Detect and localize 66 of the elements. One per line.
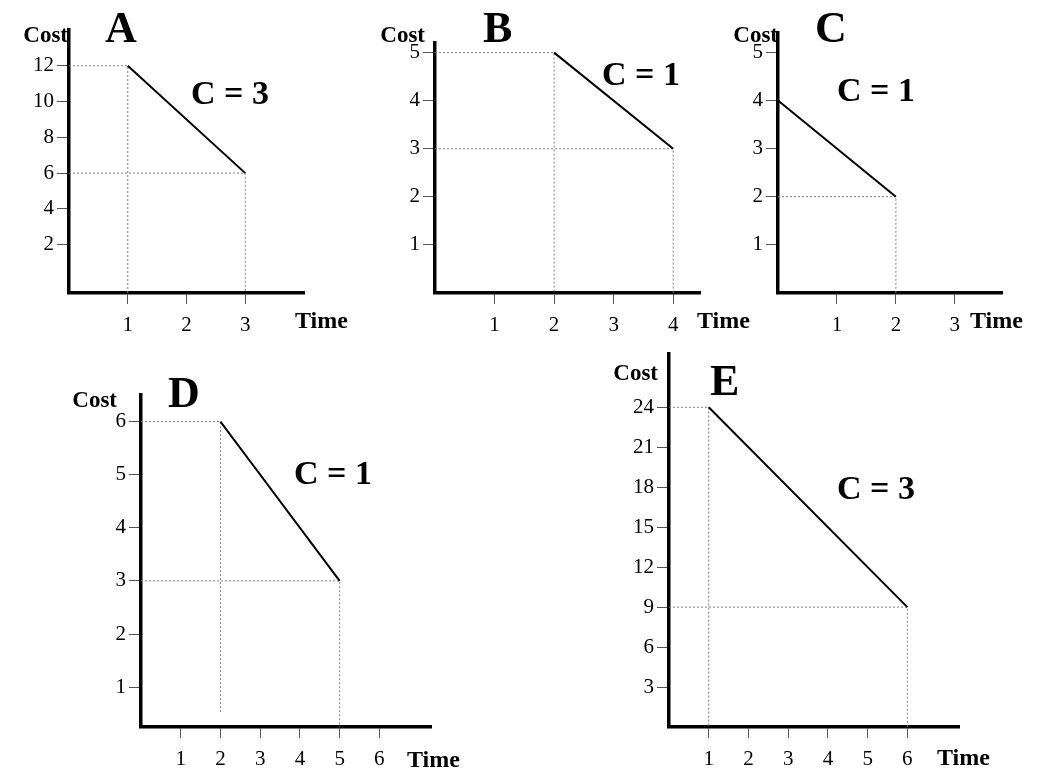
x-tick-label: 1 — [703, 746, 714, 771]
y-tick-label: 4 — [115, 514, 127, 539]
y-tick-label: 6 — [43, 159, 54, 184]
x-axis-title: Time — [407, 746, 461, 772]
y-tick-label: 4 — [409, 87, 421, 112]
y-tick-label: 6 — [115, 408, 126, 433]
chart-title: E — [710, 356, 740, 405]
y-tick-label: 2 — [115, 620, 126, 645]
y-tick-label: 2 — [752, 183, 763, 208]
annotation: C = 1 — [837, 70, 915, 108]
y-tick-label: 3 — [115, 567, 126, 592]
x-tick-label: 4 — [294, 746, 306, 771]
y-axis-title: Cost — [23, 22, 69, 47]
y-tick-label: 3 — [409, 135, 420, 160]
x-tick-label: 1 — [175, 746, 186, 771]
x-tick-label: 2 — [215, 746, 226, 771]
y-axis-title: Cost — [72, 387, 118, 412]
y-tick-label: 24 — [633, 393, 655, 418]
y-tick-label: 12 — [33, 52, 54, 77]
y-tick-label: 15 — [633, 513, 654, 538]
x-axis-title: Time — [295, 307, 349, 333]
y-tick-label: 6 — [643, 633, 654, 658]
chart-title: B — [483, 3, 513, 52]
x-tick-label: 3 — [240, 312, 251, 337]
x-tick-label: 2 — [181, 312, 192, 337]
y-tick-label: 1 — [115, 673, 126, 698]
x-tick-label: 5 — [334, 746, 345, 771]
y-tick-label: 1 — [409, 231, 420, 256]
annotation: C = 1 — [294, 453, 372, 491]
x-tick-label: 4 — [667, 312, 679, 337]
x-tick-label: 3 — [782, 746, 794, 771]
annotation: C = 1 — [602, 54, 680, 92]
y-tick-label: 8 — [43, 123, 54, 148]
x-tick-label: 2 — [890, 312, 902, 337]
y-tick-label: 10 — [33, 88, 54, 113]
x-tick-label: 3 — [254, 746, 266, 771]
x-tick-label: 1 — [489, 312, 500, 337]
y-tick-label: 4 — [752, 86, 764, 111]
x-tick-label: 6 — [902, 746, 913, 771]
x-tick-label: 1 — [831, 312, 843, 337]
x-axis-title: Time — [970, 307, 1024, 333]
x-axis-title: Time — [697, 307, 751, 333]
x-axis-title: Time — [937, 744, 991, 770]
x-tick-label: 3 — [608, 312, 619, 337]
y-tick-label: 5 — [115, 461, 126, 486]
annotation: C = 3 — [837, 468, 915, 506]
y-tick-label: 3 — [643, 673, 654, 698]
x-tick-label: 2 — [548, 312, 560, 337]
y-tick-label: 1 — [752, 231, 763, 256]
x-tick-label: 3 — [949, 312, 961, 337]
y-tick-label: 18 — [633, 473, 654, 498]
annotation: C = 3 — [191, 73, 269, 111]
chart-title: A — [105, 3, 137, 52]
y-tick-label: 2 — [43, 231, 54, 256]
y-axis-title: Cost — [613, 360, 659, 385]
y-tick-label: 4 — [43, 195, 55, 220]
chart-title: D — [168, 368, 200, 417]
y-tick-label: 3 — [752, 135, 763, 160]
chart-title: C — [815, 3, 847, 52]
x-tick-label: 6 — [374, 746, 385, 771]
y-tick-label: 9 — [643, 593, 654, 618]
y-tick-label: 12 — [633, 553, 654, 578]
x-tick-label: 5 — [862, 746, 873, 771]
y-tick-label: 21 — [633, 433, 654, 458]
x-tick-label: 4 — [822, 746, 834, 771]
y-tick-label: 2 — [409, 183, 420, 208]
